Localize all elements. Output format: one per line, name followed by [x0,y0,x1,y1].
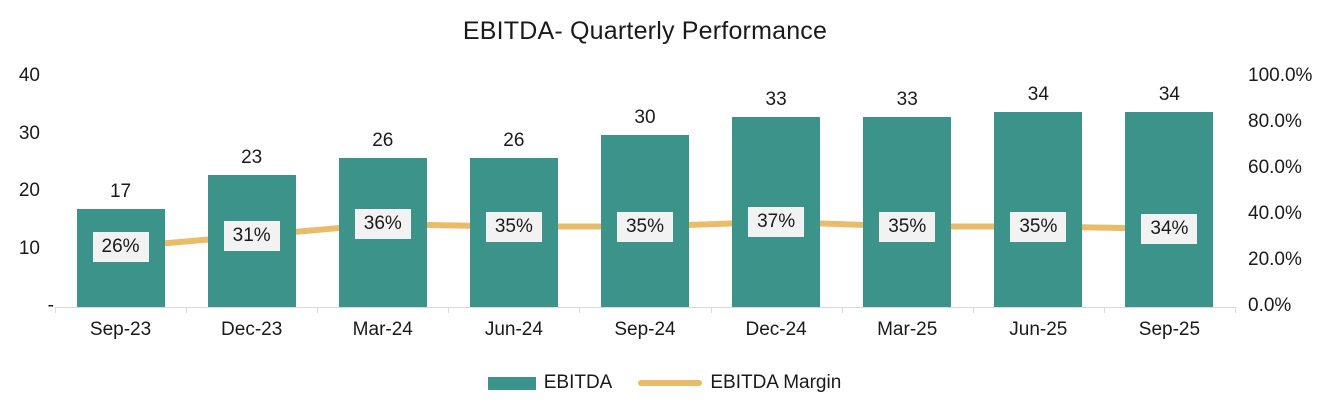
x-axis-tick [579,307,580,313]
x-axis-label: Dec-23 [221,319,283,340]
x-axis-label: Mar-24 [352,319,413,340]
ebitda-margin-value: 26% [92,232,149,263]
right-axis-tick-label: 100.0% [1248,65,1313,86]
legend-margin-label: EBITDA Margin [710,372,842,393]
left-axis-tick-label: 30 [18,122,40,144]
ebitda-bar [994,111,1083,307]
legend-ebitda-label: EBITDA [543,372,613,393]
right-axis-tick-label: 20.0% [1248,249,1302,270]
ebitda-bar-value: 26 [372,129,394,151]
x-axis-tick [317,307,318,313]
ebitda-margin-value: 34% [1141,213,1198,244]
ebitda-bar-value: 30 [634,106,656,128]
x-axis-label: Mar-25 [877,319,938,340]
left-axis: 40 30 20 10 - [0,0,54,340]
legend-ebitda-swatch [487,376,536,390]
legend-item-ebitda: EBITDA [487,372,613,394]
ebitda-margin-value: 35% [617,211,673,242]
right-axis: 100.0% 80.0% 60.0% 40.0% 20.0% 0.0% [1248,0,1328,340]
x-axis-tick [186,307,187,313]
legend: EBITDA EBITDA Margin [0,372,1329,394]
x-axis-label: Jun-25 [1009,319,1068,340]
right-axis-tick-label: 60.0% [1248,157,1302,178]
left-axis-tick-label: 40 [18,65,40,86]
right-axis-tick-label: 80.0% [1248,111,1302,132]
ebitda-margin-value: 35% [879,211,936,242]
x-axis-tick [1235,307,1236,313]
legend-margin-swatch [638,380,703,386]
x-axis-tick [973,307,974,313]
x-axis: Sep-23 Dec-23 Mar-24 Jun-24 Sep-24 Dec-24 Mar-… [55,307,1236,340]
x-axis-label: Dec-24 [745,319,807,340]
x-axis-label: Sep-23 [89,319,152,340]
x-axis-label: Sep-24 [614,319,676,340]
left-axis-tick-label: 10 [18,237,40,259]
ebitda-bar-value: 17 [109,181,132,203]
legend-item-ebitda-margin: EBITDA Margin [638,372,841,394]
ebitda-bar-value: 26 [503,129,525,151]
ebitda-bar-value: 23 [241,146,263,168]
x-axis-tick [55,307,56,313]
left-axis-tick-label: 20 [18,180,40,201]
x-axis-label: Sep-25 [1138,319,1201,340]
ebitda-margin-value: 36% [354,209,411,240]
ebitda-bar [1125,111,1214,307]
x-axis-tick [711,307,712,313]
x-axis-tick [1104,307,1105,313]
plot-area: 17 23 26 26 30 33 33 34 34 26% 31% 36% 35% 35% 37% 35% 3… [55,77,1235,308]
right-axis-tick-label: 0.0% [1248,295,1292,316]
ebitda-margin-value: 35% [485,211,542,242]
x-axis-tick [448,307,449,313]
ebitda-bar-value: 34 [1158,83,1180,105]
ebitda-margin-value: 37% [748,206,805,237]
ebitda-margin-value: 35% [1010,211,1067,242]
chart-title: EBITDA- Quarterly Performance [462,17,828,45]
ebitda-bar-value: 34 [1027,83,1049,105]
ebitda-bar-value: 33 [896,89,918,111]
ebitda-bar-value: 33 [765,89,787,111]
x-axis-label: Jun-24 [484,319,543,340]
right-axis-tick-label: 40.0% [1248,203,1302,224]
x-axis-tick [842,307,843,313]
left-axis-tick-label: - [47,295,54,316]
ebitda-margin-value: 31% [223,220,280,251]
